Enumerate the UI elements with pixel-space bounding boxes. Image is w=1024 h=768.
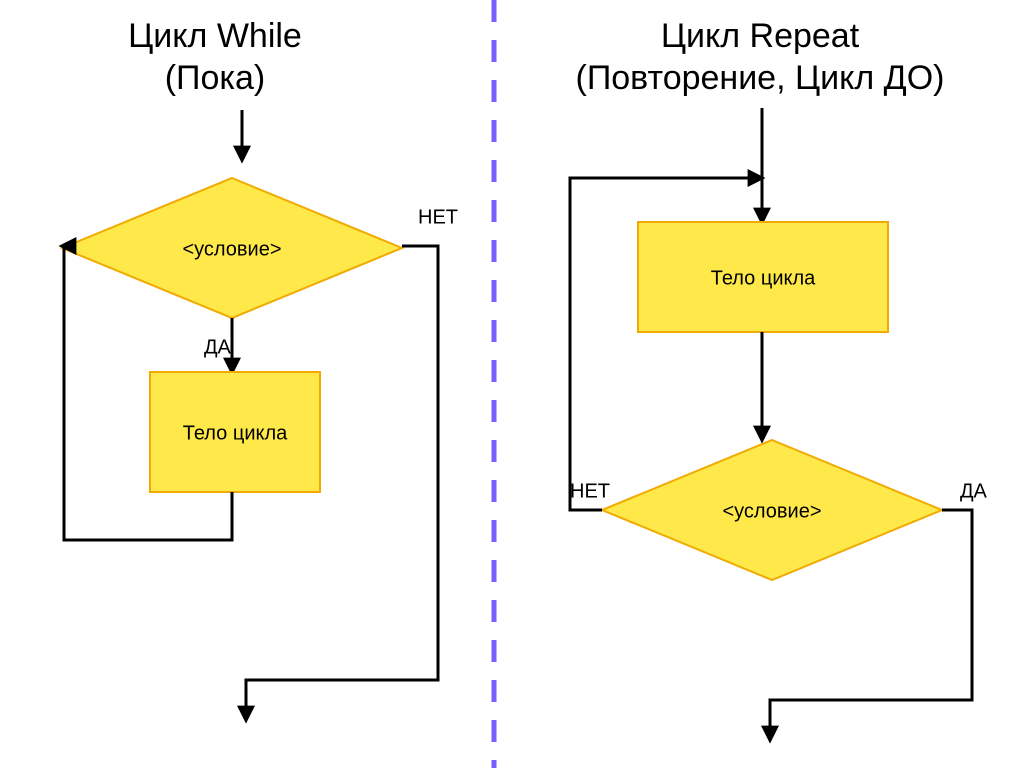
right-title-1: Цикл Repeat bbox=[661, 17, 860, 55]
left-branch-yes: ДА bbox=[204, 336, 232, 358]
right-body-label: Тело цикла bbox=[711, 267, 816, 289]
left-title-2: (Пока) bbox=[165, 59, 266, 97]
left-branch-no: НЕТ bbox=[418, 206, 458, 228]
right-branch-no: НЕТ bbox=[570, 480, 610, 502]
right-title-2: (Повторение, Цикл ДО) bbox=[576, 59, 945, 97]
left-title-1: Цикл While bbox=[128, 17, 302, 55]
right-decision-label: <условие> bbox=[722, 500, 821, 522]
left-decision-label: <условие> bbox=[182, 238, 281, 260]
right-branch-yes: ДА bbox=[960, 480, 988, 502]
left-body-label: Тело цикла bbox=[183, 422, 288, 444]
